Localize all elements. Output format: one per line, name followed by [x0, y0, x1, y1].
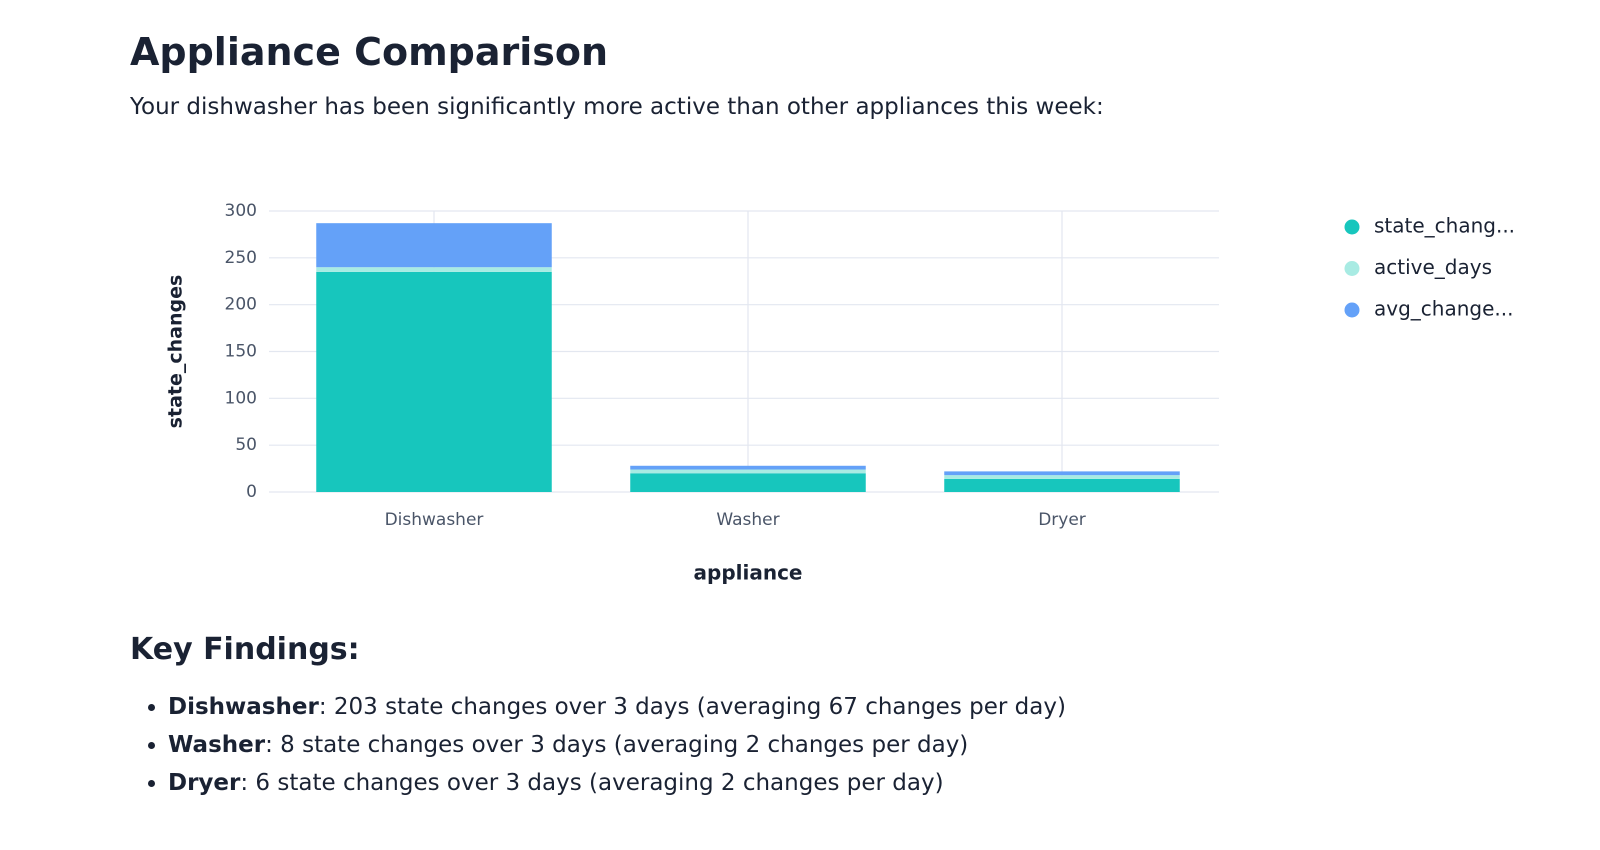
findings-title: Key Findings:	[130, 632, 360, 667]
x-tick-label: Dryer	[1038, 510, 1086, 530]
legend-label: state_chang...	[1374, 214, 1515, 238]
page-subtitle: Your dishwasher has been significantly m…	[130, 94, 1104, 120]
bar-segment	[944, 475, 1180, 479]
x-tick-label: Washer	[716, 510, 779, 530]
y-tick-label: 50	[235, 435, 257, 455]
finding-text: : 203 state changes over 3 days (averagi…	[318, 694, 1066, 720]
bar-segment	[630, 469, 866, 474]
y-axis-label: state_changes	[165, 275, 187, 429]
y-tick-label: 300	[225, 201, 257, 221]
y-tick-label: 100	[225, 388, 257, 408]
finding-text: : 6 state changes over 3 days (averaging…	[240, 770, 944, 796]
y-tick-label: 150	[225, 342, 257, 362]
bar-segment	[630, 465, 866, 470]
legend-marker	[1344, 219, 1360, 235]
finding-label: Dishwasher	[168, 694, 319, 720]
bar-segment	[316, 271, 552, 492]
findings-list: Dishwasher: 203 state changes over 3 day…	[140, 688, 1066, 802]
legend-label: active_days	[1374, 255, 1492, 279]
finding-label: Dryer	[168, 770, 241, 796]
chart: 0 50 100 150 200 250 300 Dishwasher Washer Dryer s…	[165, 201, 1516, 585]
bar-segment	[944, 471, 1180, 476]
x-axis-label: appliance	[694, 561, 803, 585]
bar-segment	[630, 473, 866, 492]
finding-item: Dishwasher: 203 state changes over 3 day…	[168, 688, 1066, 726]
y-tick-label: 0	[246, 482, 257, 502]
y-tick-label: 250	[225, 248, 257, 268]
bar-segment	[944, 478, 1180, 492]
bar-segment	[316, 223, 552, 268]
page-title: Appliance Comparison	[130, 30, 609, 74]
finding-text: : 8 state changes over 3 days (averaging…	[265, 732, 969, 758]
finding-item: Washer: 8 state changes over 3 days (ave…	[168, 726, 1066, 764]
legend-marker	[1344, 302, 1360, 318]
finding-item: Dryer: 6 state changes over 3 days (aver…	[168, 764, 1066, 802]
x-tick-label: Dishwasher	[385, 510, 484, 530]
legend-marker	[1344, 261, 1360, 276]
legend-label: avg_change...	[1374, 297, 1513, 321]
bar-segment	[316, 267, 552, 272]
finding-label: Washer	[168, 732, 266, 758]
y-tick-label: 200	[225, 295, 257, 315]
